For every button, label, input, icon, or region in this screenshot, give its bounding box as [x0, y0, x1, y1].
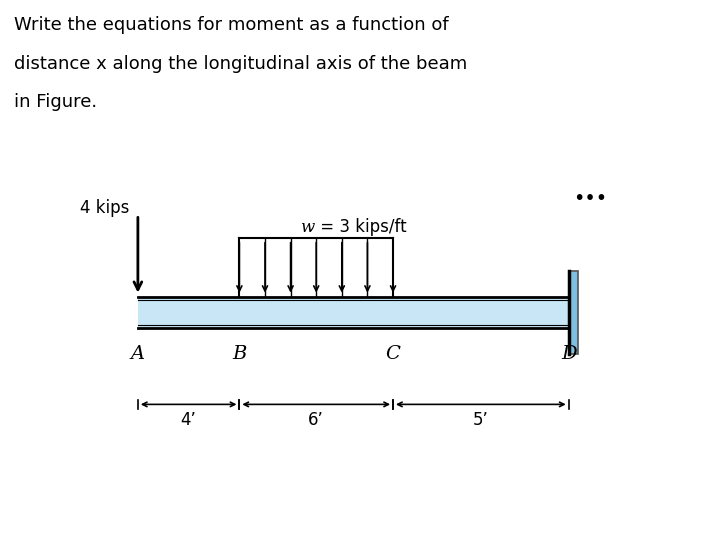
Text: B: B: [232, 345, 246, 363]
Text: distance x along the longitudinal axis of the beam: distance x along the longitudinal axis o…: [14, 55, 467, 73]
Text: 4 kips: 4 kips: [80, 199, 130, 217]
Text: Write the equations for moment as a function of: Write the equations for moment as a func…: [14, 16, 449, 35]
Text: in Figure.: in Figure.: [14, 93, 97, 111]
Text: A: A: [131, 345, 145, 363]
Text: w: w: [300, 219, 314, 236]
Text: 6’: 6’: [308, 410, 324, 429]
Text: D: D: [561, 345, 576, 363]
Text: 4’: 4’: [181, 410, 197, 429]
Bar: [138, 297, 569, 328]
Text: C: C: [386, 345, 401, 363]
Text: 5’: 5’: [473, 410, 489, 429]
Text: = 3 kips/ft: = 3 kips/ft: [314, 218, 406, 236]
Text: •••: •••: [573, 189, 607, 208]
Bar: [569, 271, 578, 354]
